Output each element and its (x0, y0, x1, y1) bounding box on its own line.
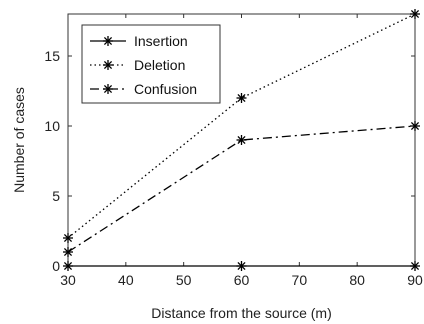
legend-label-deletion: Deletion (134, 57, 185, 73)
legend-marker-insertion (103, 36, 113, 46)
data-point-deletion (410, 9, 420, 19)
x-tick-label: 90 (407, 272, 423, 288)
data-point-insertion (63, 261, 73, 271)
data-point-confusion (236, 135, 247, 145)
x-tick-label: 30 (60, 272, 76, 288)
legend-label-insertion: Insertion (134, 33, 188, 49)
series-line-deletion (67, 13, 416, 239)
plot-series (63, 9, 420, 271)
y-tick-label: 10 (44, 118, 60, 134)
y-tick-label: 5 (52, 188, 60, 204)
x-axis-title: Distance from the source (m) (151, 305, 332, 321)
x-tick-label: 70 (292, 272, 308, 288)
legend-marker-deletion (103, 60, 113, 70)
legend-marker-confusion (103, 84, 113, 94)
x-tick-label: 60 (234, 272, 250, 288)
data-point-confusion (410, 121, 420, 131)
data-point-confusion (63, 247, 73, 257)
y-tick-label: 0 (52, 258, 60, 274)
legend-label-confusion: Confusion (134, 81, 197, 97)
data-point-deletion (236, 93, 247, 103)
x-tick-label: 40 (118, 272, 134, 288)
x-tick-label: 50 (176, 272, 192, 288)
data-point-insertion (410, 261, 420, 271)
x-tick-label: 80 (349, 272, 365, 288)
data-point-insertion (236, 261, 247, 271)
data-point-deletion (63, 233, 73, 243)
legend: Insertion Deletion Confusion (81, 24, 221, 104)
y-axis-title: Number of cases (11, 87, 27, 193)
y-tick-label: 15 (44, 48, 60, 64)
